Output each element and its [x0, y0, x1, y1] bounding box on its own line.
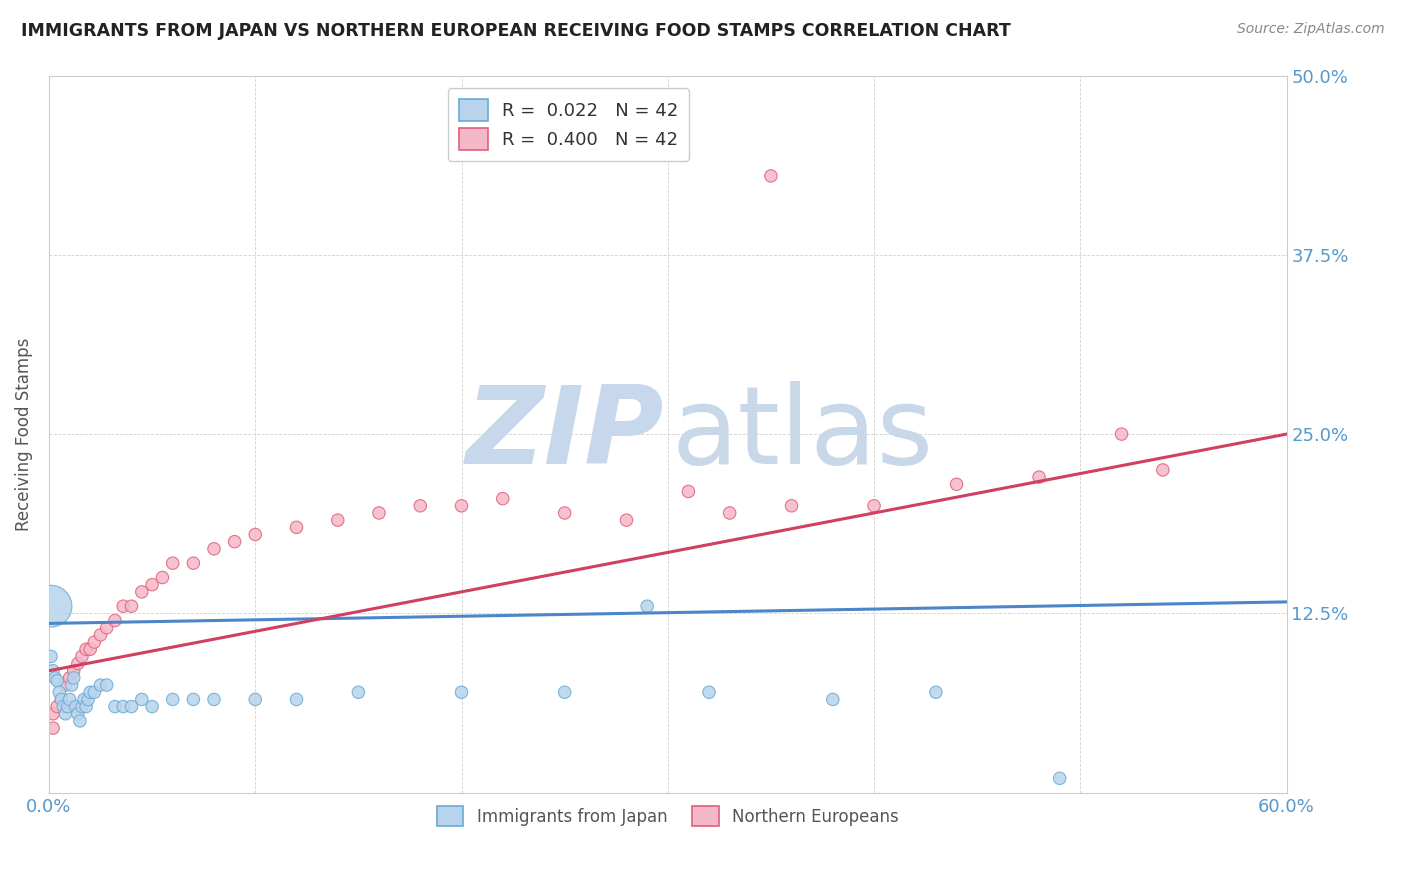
Point [821, 692, 844, 706]
Point [55, 706, 77, 721]
Point [69, 714, 91, 728]
Point [718, 506, 741, 520]
Point [79, 642, 101, 657]
Point [863, 499, 886, 513]
Point [75, 699, 97, 714]
Point [409, 499, 432, 513]
Point [162, 556, 184, 570]
Point [46, 699, 69, 714]
Legend: Immigrants from Japan, Northern Europeans: Immigrants from Japan, Northern European… [429, 797, 907, 835]
Point [450, 499, 472, 513]
Point [66, 657, 89, 671]
Point [39, 649, 62, 664]
Point [42, 706, 65, 721]
Point [1049, 772, 1071, 786]
Point [245, 692, 267, 706]
Point [104, 699, 127, 714]
Point [1028, 470, 1050, 484]
Point [73, 692, 96, 706]
Point [450, 685, 472, 699]
Point [62, 664, 84, 678]
Point [183, 692, 205, 706]
Point [46, 673, 69, 688]
Point [62, 671, 84, 685]
Point [245, 527, 267, 541]
Point [112, 699, 135, 714]
Point [51, 692, 73, 706]
Point [56, 699, 79, 714]
Point [678, 484, 700, 499]
Text: ZIP: ZIP [465, 381, 664, 487]
Point [202, 692, 225, 706]
Point [42, 721, 65, 735]
Point [52, 699, 75, 714]
Point [51, 692, 73, 706]
Point [55, 678, 77, 692]
Point [121, 699, 143, 714]
Point [42, 664, 65, 678]
Point [104, 614, 127, 628]
Y-axis label: Receiving Food Stamps: Receiving Food Stamps [15, 337, 32, 531]
Point [70, 699, 93, 714]
Point [60, 678, 83, 692]
Point [285, 520, 308, 534]
Point [131, 585, 153, 599]
Point [347, 685, 370, 699]
Text: atlas: atlas [672, 381, 934, 487]
Point [368, 506, 391, 520]
Point [697, 685, 720, 699]
Point [492, 491, 515, 506]
Point [780, 499, 803, 513]
Point [96, 678, 118, 692]
Point [79, 685, 101, 699]
Point [636, 599, 658, 614]
Point [77, 692, 100, 706]
Point [39, 599, 62, 614]
Point [70, 649, 93, 664]
Point [224, 534, 246, 549]
Point [66, 706, 89, 721]
Point [945, 477, 967, 491]
Point [90, 628, 112, 642]
Point [202, 541, 225, 556]
Point [121, 599, 143, 614]
Point [83, 685, 105, 699]
Point [616, 513, 638, 527]
Point [925, 685, 948, 699]
Point [44, 671, 66, 685]
Point [285, 692, 308, 706]
Point [1152, 463, 1174, 477]
Point [1111, 427, 1133, 442]
Point [554, 506, 576, 520]
Point [759, 169, 782, 183]
Point [83, 635, 105, 649]
Point [141, 699, 163, 714]
Point [152, 570, 174, 584]
Point [162, 692, 184, 706]
Point [131, 692, 153, 706]
Point [65, 699, 87, 714]
Point [326, 513, 349, 527]
Text: IMMIGRANTS FROM JAPAN VS NORTHERN EUROPEAN RECEIVING FOOD STAMPS CORRELATION CHA: IMMIGRANTS FROM JAPAN VS NORTHERN EUROPE… [21, 22, 1011, 40]
Point [59, 692, 82, 706]
Text: Source: ZipAtlas.com: Source: ZipAtlas.com [1237, 22, 1385, 37]
Point [183, 556, 205, 570]
Point [96, 621, 118, 635]
Point [48, 685, 70, 699]
Point [90, 678, 112, 692]
Point [75, 642, 97, 657]
Point [59, 671, 82, 685]
Point [554, 685, 576, 699]
Point [112, 599, 135, 614]
Point [141, 577, 163, 591]
